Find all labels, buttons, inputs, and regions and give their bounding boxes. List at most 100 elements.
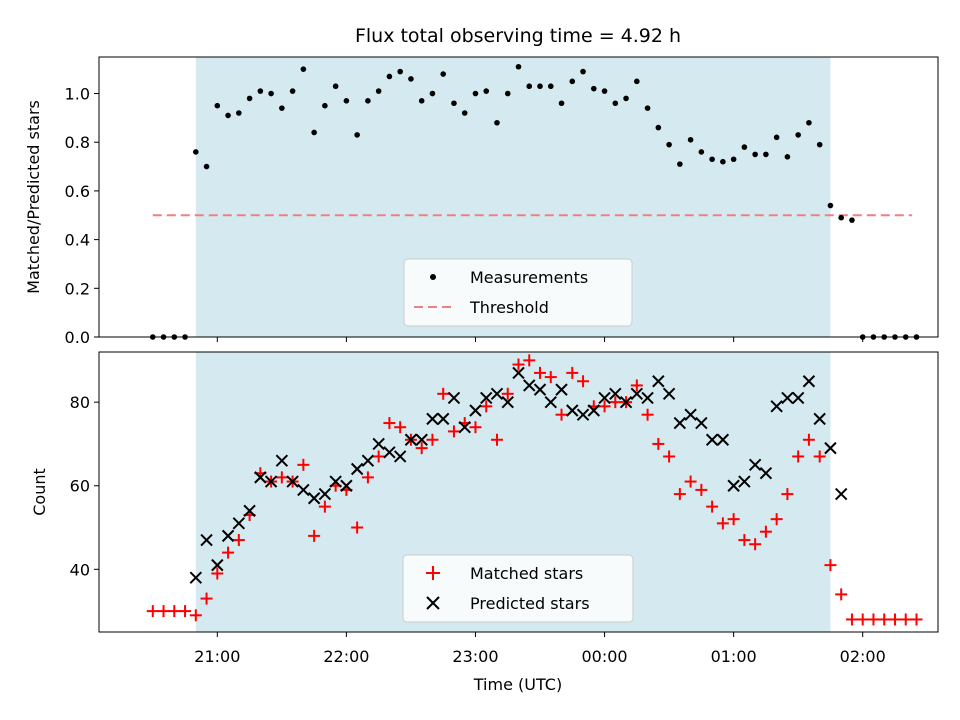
predicted-star-point: [802, 375, 816, 388]
measurement-point: [838, 214, 844, 221]
matched-star-point: [168, 605, 181, 618]
legend-matched-label: Matched stars: [470, 564, 583, 583]
measurement-point: [720, 158, 726, 165]
legend-measurements-marker: [430, 274, 436, 280]
chart-title: Flux total observing time = 4.92 h: [355, 25, 681, 47]
matched-star-point: [544, 371, 557, 384]
matched-star-point: [867, 613, 880, 626]
measurement-point: [634, 78, 640, 85]
matched-star-point: [361, 471, 374, 484]
measurement-point: [236, 110, 242, 116]
matched-star-point: [523, 354, 536, 367]
x-axis-title: Time (UTC): [473, 675, 562, 694]
matched-star-point: [447, 425, 460, 438]
x-tick-label: 01:00: [711, 647, 757, 666]
predicted-star-point: [501, 395, 514, 409]
matched-star-point: [351, 521, 364, 534]
measurement-point: [504, 90, 511, 97]
measurement-point: [472, 90, 479, 97]
matched-star-point: [684, 475, 697, 488]
legend-predicted-marker: [426, 596, 440, 610]
matched-star-point: [899, 613, 912, 626]
predicted-star-point: [329, 475, 342, 488]
predicted-star-point: [630, 387, 644, 400]
measurement-point: [193, 149, 199, 155]
predicted-star-point: [555, 383, 568, 396]
matched-star-point: [695, 483, 708, 496]
measurement-point: [494, 119, 500, 126]
measurement-point: [440, 71, 447, 77]
top-y-tick-label: 0.0: [65, 328, 90, 347]
predicted-star-point: [243, 504, 256, 518]
matched-star-point: [308, 529, 321, 542]
measurement-point: [698, 149, 705, 155]
measurement-point: [289, 88, 296, 94]
measurement-point: [773, 134, 780, 141]
predicted-star-point: [254, 471, 267, 484]
measurement-point: [418, 98, 425, 104]
top-y-tick-label: 0.6: [65, 182, 90, 201]
measurement-point: [601, 88, 608, 94]
measurement-point: [365, 98, 371, 104]
measurement-point: [558, 100, 565, 107]
predicted-star-point: [834, 487, 848, 501]
measurement-point: [354, 132, 360, 138]
predicted-star-point: [533, 383, 547, 396]
top-y-axis-title: Matched/Predicted stars: [24, 100, 43, 294]
predicted-star-point: [415, 433, 428, 446]
predicted-star-point: [523, 379, 536, 392]
measurement-point: [429, 90, 436, 97]
predicted-star-point: [619, 395, 633, 409]
matched-star-point: [297, 458, 310, 471]
measurement-point: [644, 105, 651, 111]
predicted-star-point: [824, 441, 837, 455]
measurement-point: [343, 98, 350, 104]
predicted-star-point: [480, 391, 493, 405]
matched-star-point: [200, 592, 213, 605]
measurement-point: [279, 105, 285, 111]
bottom-panel: 40 60 80 21:00 22:00 23:00 00:00 01:00 02:00 Co…: [30, 351, 939, 694]
matched-star-point: [394, 421, 407, 434]
measurement-point: [300, 66, 307, 72]
matched-star-point: [716, 517, 729, 530]
predicted-star-point: [307, 492, 321, 505]
measurement-point: [590, 85, 597, 92]
measurement-point: [332, 83, 339, 90]
predicted-star-point: [727, 479, 740, 492]
matched-star-point: [318, 500, 331, 513]
measurement-point: [655, 124, 662, 131]
measurement-point: [763, 151, 769, 158]
measurement-point: [741, 144, 748, 150]
predicted-star-point: [426, 412, 439, 426]
matched-star-point: [759, 525, 772, 538]
x-tick-label: 00:00: [581, 647, 627, 666]
top-axes-frame: [98, 56, 939, 338]
matched-star-point: [512, 358, 525, 371]
top-y-tick-label: 0.4: [65, 231, 90, 250]
matched-star-point: [749, 538, 762, 551]
measurement-point: [461, 110, 468, 116]
predicted-star-point: [598, 391, 611, 405]
top-y-tick-label: 0.2: [65, 279, 90, 298]
predicted-star-point: [297, 483, 310, 497]
legend-matched-marker: [426, 566, 440, 580]
x-tick-label: 21:00: [194, 647, 240, 666]
predicted-star-point: [286, 475, 299, 488]
predicted-star-point: [652, 375, 665, 388]
predicted-star-point: [221, 529, 235, 543]
matched-star-point: [469, 421, 482, 434]
predicted-star-point: [232, 517, 246, 530]
matched-star-point: [845, 613, 858, 626]
matched-star-point: [910, 613, 923, 626]
matched-star-point: [490, 433, 503, 446]
measurement-point: [752, 151, 758, 158]
predicted-star-point: [200, 533, 213, 547]
predicted-star-point: [587, 404, 601, 417]
predicted-star-point: [275, 454, 289, 467]
matched-star-point: [189, 609, 202, 622]
matched-star-point: [566, 366, 579, 379]
measurement-point: [730, 156, 737, 163]
measurement-point: [526, 83, 533, 90]
top-legend: Measurements Threshold: [403, 258, 633, 327]
predicted-star-point: [566, 404, 579, 417]
